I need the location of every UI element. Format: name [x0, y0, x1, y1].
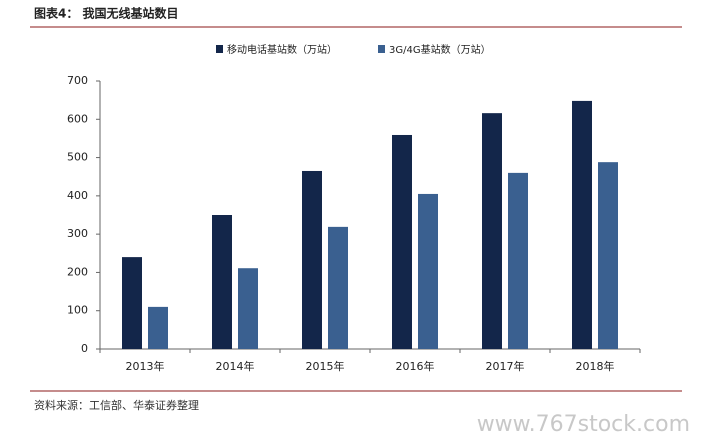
y-tick-label: 400: [67, 189, 88, 202]
bar: [212, 215, 232, 349]
bar: [122, 257, 142, 349]
x-tick-label: 2013年: [126, 359, 165, 373]
bar: [598, 162, 618, 349]
bar: [482, 113, 502, 349]
bar: [572, 100, 592, 349]
bar: [238, 268, 258, 349]
source-note: 资料来源：工信部、华泰证券整理: [34, 398, 199, 412]
bar: [392, 134, 412, 349]
x-tick-label: 2017年: [486, 359, 525, 373]
x-tick-label: 2018年: [576, 359, 615, 373]
chart-title: 图表4： 我国无线基站数目: [34, 6, 179, 21]
legend-swatch: [216, 45, 223, 53]
bar: [302, 170, 322, 349]
y-tick-label: 0: [81, 342, 88, 355]
legend-label: 3G/4G基站数（万站）: [389, 43, 491, 56]
y-tick-label: 700: [67, 74, 88, 87]
y-tick-label: 200: [67, 265, 88, 278]
legend-swatch: [378, 45, 385, 53]
bar: [148, 306, 168, 349]
y-tick-label: 600: [67, 112, 88, 125]
x-tick-label: 2016年: [396, 359, 435, 373]
legend-label: 移动电话基站数（万站）: [227, 43, 337, 56]
bar: [508, 172, 528, 349]
y-tick-label: 100: [67, 304, 88, 317]
watermark: www.767stock.com: [477, 412, 690, 437]
x-tick-label: 2014年: [216, 359, 255, 373]
bar: [418, 193, 438, 349]
y-tick-label: 300: [67, 227, 88, 240]
bar: [328, 226, 348, 349]
y-tick-label: 500: [67, 151, 88, 164]
x-tick-label: 2015年: [306, 359, 345, 373]
